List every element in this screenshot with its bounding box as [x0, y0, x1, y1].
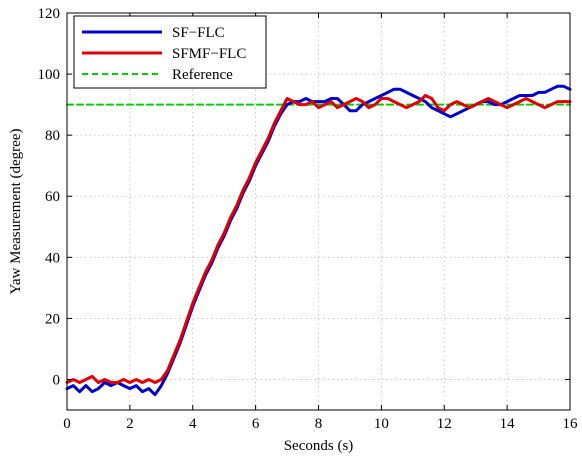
series-layer	[65, 84, 572, 397]
x-tick-label: 8	[315, 416, 323, 432]
x-tick-label: 16	[563, 416, 579, 432]
legend-label-1: SFMF−FLC	[172, 46, 246, 62]
axis-ticks: 0 2 4 6 8 10 12 14 16 0 20 40 60 80 100 120	[38, 6, 579, 432]
legend: SF−FLC SFMF−FLC Reference	[73, 15, 267, 89]
y-tick-label: 40	[45, 250, 60, 266]
legend-label-0: SF−FLC	[172, 25, 225, 41]
y-tick-label: 100	[38, 67, 61, 83]
y-tick-label: 80	[45, 128, 60, 144]
series-line-0	[65, 84, 572, 397]
y-tick-label: 120	[38, 6, 61, 22]
x-tick-label: 6	[252, 416, 260, 432]
x-tick-label: 10	[374, 416, 389, 432]
x-axis-label: Seconds (s)	[284, 438, 354, 454]
series-line-1	[65, 94, 572, 384]
x-tick-label: 2	[126, 416, 134, 432]
y-tick-label: 20	[45, 311, 60, 327]
x-tick-label: 4	[189, 416, 197, 432]
x-tick-label: 14	[500, 416, 516, 432]
x-tick-label: 0	[63, 416, 71, 432]
x-tick-label: 12	[437, 416, 452, 432]
y-axis-label: Yaw Measurement (degree)	[8, 129, 24, 295]
y-tick-label: 0	[53, 372, 61, 388]
y-tick-label: 60	[45, 189, 60, 205]
legend-label-2: Reference	[172, 67, 233, 83]
